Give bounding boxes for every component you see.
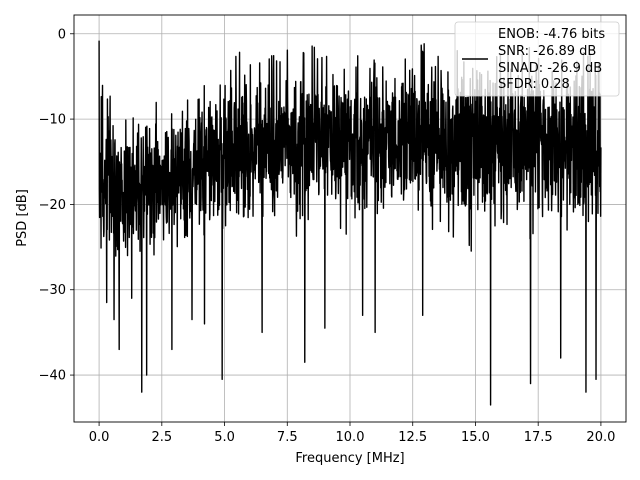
x-tick-label: 15.0 (461, 430, 490, 445)
y-axis-label: PSD [dB] (15, 189, 30, 247)
x-tick-label: 12.5 (398, 430, 427, 445)
legend-entry-sinad: SINAD: -26.9 dB (498, 61, 602, 76)
y-tick-label: −20 (39, 198, 66, 213)
y-tick-label: 0 (58, 27, 66, 42)
psd-series-line (98, 40, 602, 406)
legend-entry-sfdr: SFDR: 0.28 (498, 77, 570, 92)
x-axis-label: Frequency [MHz] (295, 451, 404, 466)
legend-box (454, 21, 620, 97)
plot-area (98, 40, 602, 406)
legend: ENOB: -4.76 bits SNR: -26.89 dB SINAD: -… (454, 21, 620, 97)
y-tick-label: −40 (39, 369, 66, 384)
legend-entry-snr: SNR: -26.89 dB (498, 44, 596, 59)
ticks: 0.0 2.5 5.0 7.5 10.0 12.5 15.0 17.5 20.0 0 −10 −20 −… (39, 27, 616, 445)
legend-entry-enob: ENOB: -4.76 bits (498, 27, 605, 42)
y-tick-label: −10 (39, 113, 66, 128)
x-tick-label: 20.0 (586, 430, 615, 445)
x-tick-label: 0.0 (89, 430, 110, 445)
x-tick-label: 10.0 (336, 430, 365, 445)
x-tick-label: 2.5 (151, 430, 172, 445)
x-tick-label: 17.5 (524, 430, 553, 445)
x-tick-label: 7.5 (277, 430, 298, 445)
y-tick-label: −30 (39, 283, 66, 298)
x-tick-label: 5.0 (214, 430, 235, 445)
